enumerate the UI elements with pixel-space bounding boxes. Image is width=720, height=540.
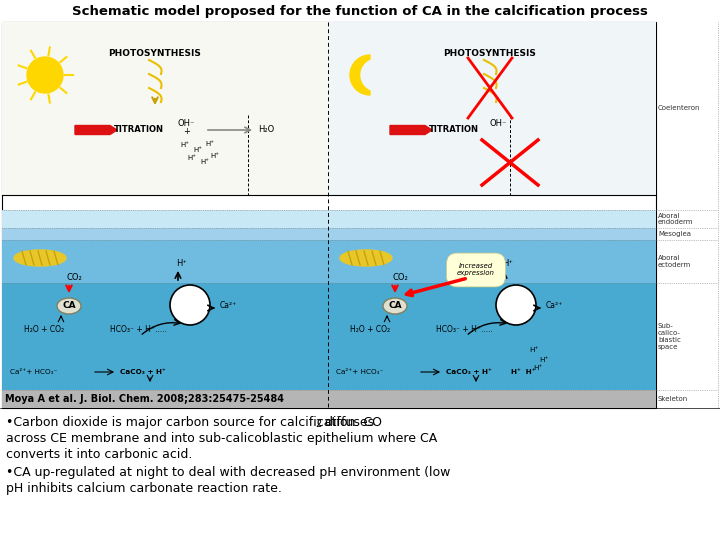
Text: Schematic model proposed for the function of CA in the calcification process: Schematic model proposed for the functio… — [72, 5, 648, 18]
Circle shape — [361, 59, 393, 91]
Text: TITRATION: TITRATION — [429, 125, 479, 134]
Bar — [2, 390, 328, 408]
Bar — [2, 210, 328, 228]
Text: Ca²⁺: Ca²⁺ — [546, 300, 563, 309]
Text: pH inhibits calcium carbonate reaction rate.: pH inhibits calcium carbonate reaction r… — [6, 482, 282, 495]
Text: H₂O + CO₂: H₂O + CO₂ — [350, 326, 390, 334]
Text: •CA up-regulated at night to deal with decreased pH environment (low: •CA up-regulated at night to deal with d… — [6, 466, 451, 479]
Bar — [2, 390, 656, 408]
Text: TITRATION: TITRATION — [114, 125, 164, 134]
Text: CO₂: CO₂ — [392, 273, 408, 281]
Text: H⁺: H⁺ — [210, 153, 220, 159]
Bar — [2, 22, 328, 195]
Text: PHOTOSYNTHESIS: PHOTOSYNTHESIS — [444, 49, 536, 57]
Text: PHOTOSYNTHESIS: PHOTOSYNTHESIS — [109, 49, 202, 57]
FancyArrow shape — [390, 125, 432, 134]
Text: CA: CA — [62, 301, 76, 310]
Text: H⁺: H⁺ — [539, 357, 549, 363]
Text: CaCO₃ + H⁺: CaCO₃ + H⁺ — [446, 369, 492, 375]
Text: Moya A et al. J. Biol. Chem. 2008;283:25475-25484: Moya A et al. J. Biol. Chem. 2008;283:25… — [5, 394, 284, 404]
Text: H⁺: H⁺ — [187, 155, 197, 161]
Bar — [2, 228, 328, 240]
Text: Aboral
ectoderm: Aboral ectoderm — [658, 255, 691, 268]
Text: H⁺: H⁺ — [181, 142, 189, 148]
Bar — [2, 240, 328, 283]
Text: H⁺: H⁺ — [205, 141, 215, 147]
Text: CA: CA — [388, 301, 402, 310]
Circle shape — [496, 285, 536, 325]
Text: converts it into carbonic acid.: converts it into carbonic acid. — [6, 448, 192, 461]
Text: H⁺: H⁺ — [200, 159, 210, 165]
Text: Ca²⁺+ HCO₃⁻: Ca²⁺+ HCO₃⁻ — [10, 369, 58, 375]
Text: OH⁻: OH⁻ — [490, 119, 508, 129]
Text: •Carbon dioxide is major carbon source for calcification. CO: •Carbon dioxide is major carbon source f… — [6, 416, 382, 429]
Bar — [2, 22, 656, 408]
Text: H⁺: H⁺ — [503, 259, 513, 267]
Text: across CE membrane and into sub-calicoblastic epithelium where CA: across CE membrane and into sub-calicobl… — [6, 432, 437, 445]
Bar — [328, 390, 656, 408]
Text: Ca²⁺: Ca²⁺ — [220, 300, 238, 309]
Ellipse shape — [340, 250, 392, 266]
Bar — [2, 283, 328, 390]
Bar — [328, 283, 656, 390]
Circle shape — [170, 285, 210, 325]
Text: HCO₃⁻ + H⁺.....: HCO₃⁻ + H⁺..... — [436, 326, 493, 334]
Text: H⁺: H⁺ — [529, 347, 539, 353]
Text: diffuses: diffuses — [321, 416, 374, 429]
Text: OH⁻: OH⁻ — [178, 119, 195, 129]
Text: Increased
expression: Increased expression — [457, 264, 495, 276]
Text: HCO₃⁻ + H⁺.....: HCO₃⁻ + H⁺..... — [110, 326, 167, 334]
Text: H⁺  H⁺: H⁺ H⁺ — [506, 369, 536, 375]
Circle shape — [27, 57, 63, 93]
Bar — [328, 22, 656, 195]
Ellipse shape — [57, 298, 81, 314]
Ellipse shape — [383, 298, 407, 314]
Text: Skeleton: Skeleton — [658, 396, 688, 402]
Text: H⁺: H⁺ — [194, 147, 202, 153]
Bar — [328, 240, 656, 283]
Text: Ca²⁺+ HCO₃⁻: Ca²⁺+ HCO₃⁻ — [336, 369, 383, 375]
Text: Coelenteron: Coelenteron — [658, 105, 701, 111]
Ellipse shape — [14, 250, 66, 266]
Wedge shape — [350, 55, 370, 95]
Text: H₂O: H₂O — [258, 125, 274, 134]
Text: +: + — [183, 127, 190, 137]
Text: CO₂: CO₂ — [66, 273, 82, 281]
Bar — [328, 228, 656, 240]
Text: H₂O + CO₂: H₂O + CO₂ — [24, 326, 64, 334]
Text: Mesoglea: Mesoglea — [658, 231, 691, 237]
Bar — [328, 210, 656, 228]
Text: CaCO₃ + H⁺: CaCO₃ + H⁺ — [120, 369, 166, 375]
Text: 2: 2 — [315, 419, 321, 429]
Text: H⁺: H⁺ — [534, 365, 543, 371]
Text: Sub-
calico-
blastic
space: Sub- calico- blastic space — [658, 323, 681, 350]
Text: H⁺: H⁺ — [176, 259, 187, 267]
Text: Aboral
endoderm: Aboral endoderm — [658, 213, 693, 226]
FancyArrow shape — [75, 125, 117, 134]
